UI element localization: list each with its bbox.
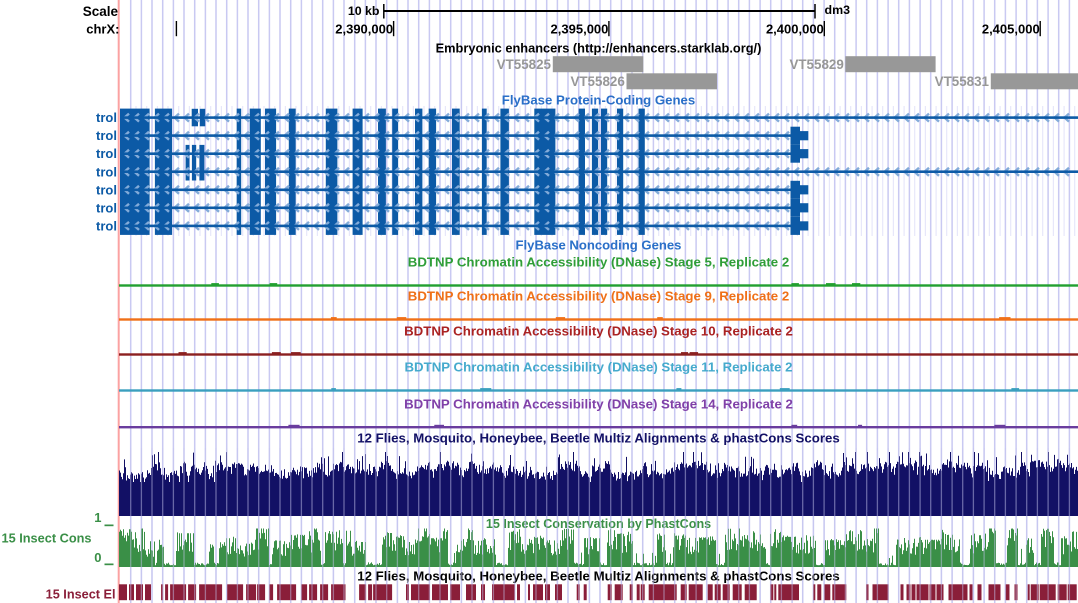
svg-text:VT55826: VT55826	[570, 74, 624, 89]
svg-text:BDTNP Chromatin Accessibility: BDTNP Chromatin Accessibility (DNase) St…	[408, 289, 789, 304]
svg-text:chrX:: chrX:	[86, 22, 119, 37]
svg-text:trol: trol	[96, 182, 117, 197]
svg-text:Scale: Scale	[83, 4, 119, 19]
svg-text:12 Flies, Mosquito, Honeybee,: 12 Flies, Mosquito, Honeybee, Beetle Mul…	[357, 431, 840, 446]
svg-text:2,405,000: 2,405,000	[982, 22, 1040, 37]
svg-text:15 Insect Conservation by Phas: 15 Insect Conservation by PhastCons	[486, 517, 711, 531]
svg-text:0: 0	[94, 550, 101, 565]
svg-text:trol: trol	[96, 110, 117, 125]
svg-text:VT55825: VT55825	[497, 57, 552, 72]
svg-text:VT55831: VT55831	[935, 74, 990, 89]
svg-text:15 Insect Cons: 15 Insect Cons	[2, 531, 92, 546]
svg-text:2,395,000: 2,395,000	[551, 22, 609, 37]
svg-text:VT55829: VT55829	[789, 57, 843, 72]
svg-text:FlyBase Noncoding Genes: FlyBase Noncoding Genes	[516, 238, 682, 253]
svg-text:12 Flies, Mosquito, Honeybee,: 12 Flies, Mosquito, Honeybee, Beetle Mul…	[357, 569, 840, 584]
svg-text:2,400,000: 2,400,000	[766, 22, 824, 37]
svg-text:trol: trol	[96, 200, 117, 215]
svg-text:BDTNP Chromatin Accessibility: BDTNP Chromatin Accessibility (DNase) St…	[404, 324, 793, 339]
svg-text:BDTNP Chromatin Accessibility: BDTNP Chromatin Accessibility (DNase) St…	[404, 396, 793, 411]
svg-text:15 Insect El: 15 Insect El	[46, 588, 116, 602]
svg-text:10 kb: 10 kb	[348, 4, 380, 18]
svg-text:BDTNP Chromatin Accessibility: BDTNP Chromatin Accessibility (DNase) St…	[408, 255, 789, 270]
svg-text:trol: trol	[96, 218, 117, 233]
svg-text:trol: trol	[96, 128, 117, 143]
svg-text:BDTNP Chromatin Accessibility: BDTNP Chromatin Accessibility (DNase) St…	[404, 360, 792, 375]
svg-text:dm3: dm3	[825, 3, 851, 17]
svg-text:Embryonic enhancers (http://en: Embryonic enhancers (http://enhancers.st…	[436, 41, 762, 56]
svg-text:trol: trol	[96, 146, 117, 161]
svg-text:trol: trol	[96, 164, 117, 179]
svg-text:FlyBase Protein-Coding Genes: FlyBase Protein-Coding Genes	[502, 93, 695, 108]
svg-text:1: 1	[94, 510, 101, 525]
svg-text:2,390,000: 2,390,000	[335, 22, 393, 37]
